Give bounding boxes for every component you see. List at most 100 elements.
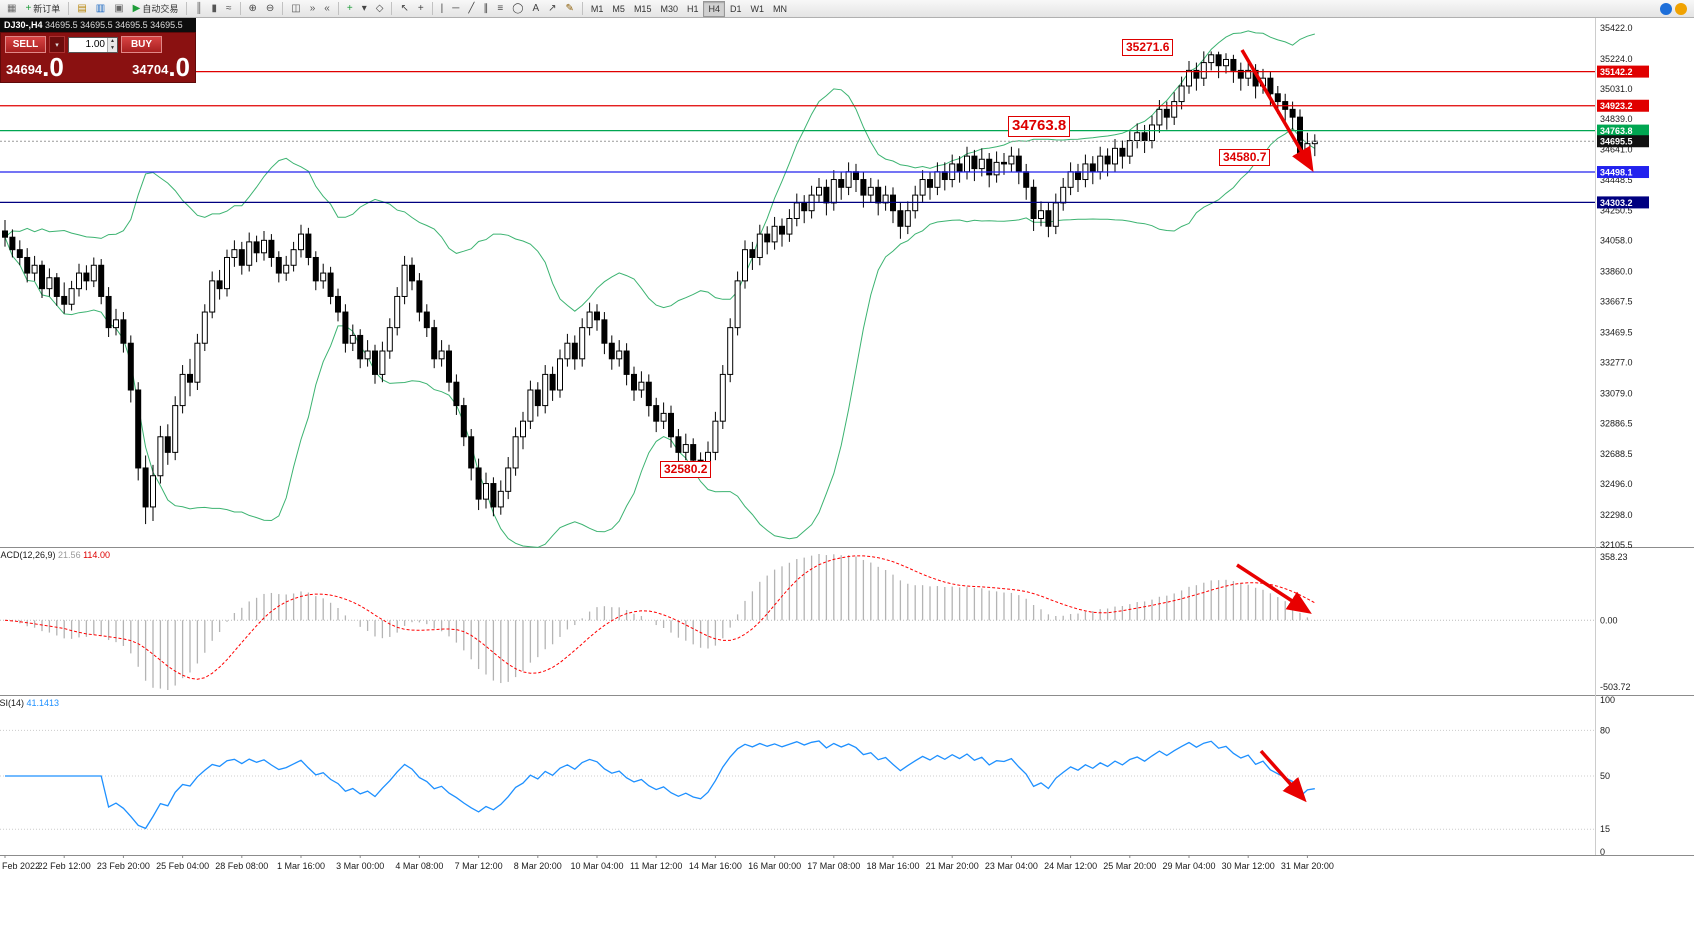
channel-icon-glyph: ∥ xyxy=(483,2,489,14)
vertical-line-icon-glyph: | xyxy=(440,2,444,14)
crosshair-icon[interactable]: + xyxy=(414,0,428,17)
text-icon[interactable]: A xyxy=(528,0,543,17)
volume-up-icon[interactable]: ▲ xyxy=(107,37,117,45)
price-label-annotation[interactable]: 34580.7 xyxy=(1219,149,1271,166)
shapes-icon[interactable]: ◯ xyxy=(508,0,527,17)
timeframe-d1[interactable]: D1 xyxy=(730,3,742,14)
timeframe-m30[interactable]: M30 xyxy=(660,3,678,14)
arrow-tools-icon-glyph: ↗ xyxy=(548,2,557,14)
price-int: 34704 xyxy=(132,62,169,77)
price-label-annotation[interactable]: 35271.6 xyxy=(1122,39,1174,56)
autotrading-glyph: ▶ xyxy=(132,2,141,14)
timeframe-m15[interactable]: M15 xyxy=(633,3,652,14)
zoom-in-icon[interactable]: ⊕ xyxy=(245,0,261,17)
sell-price[interactable]: 34694.0 xyxy=(6,54,64,80)
horizontal-line-icon[interactable]: ─ xyxy=(448,0,463,17)
svg-text:34763.8: 34763.8 xyxy=(1600,126,1633,136)
volume-input[interactable] xyxy=(69,37,107,52)
timeframe-h1[interactable]: H1 xyxy=(686,3,699,14)
autotrading-button[interactable]: ▶ 自动交易 xyxy=(129,0,183,17)
trend-arrow[interactable] xyxy=(1259,749,1307,803)
svg-text:34303.2: 34303.2 xyxy=(1600,198,1633,208)
zoom-out-icon[interactable]: ⊖ xyxy=(262,0,278,17)
channel-icon[interactable]: ∥ xyxy=(479,0,492,17)
bar-chart-icon[interactable]: ║ xyxy=(191,0,206,17)
line-chart-icon-glyph: ≈ xyxy=(226,2,232,14)
buy-button[interactable]: BUY xyxy=(121,36,162,53)
vertical-line-icon[interactable]: | xyxy=(437,0,448,17)
trend-arrow[interactable] xyxy=(1240,49,1314,173)
templates-glyph: ◇ xyxy=(375,2,384,14)
svg-text:0: 0 xyxy=(1600,847,1605,857)
svg-text:35031.0: 35031.0 xyxy=(1600,84,1633,94)
templates-button[interactable]: ◇ xyxy=(372,0,388,17)
navigator-icon[interactable]: ▣ xyxy=(110,0,127,17)
drawing-color-icon-glyph: ✎ xyxy=(565,2,574,14)
svg-text:24 Mar 12:00: 24 Mar 12:00 xyxy=(1044,861,1097,871)
svg-text:25 Feb 04:00: 25 Feb 04:00 xyxy=(156,861,209,871)
buy-price[interactable]: 34704.0 xyxy=(132,54,190,80)
svg-text:33079.0: 33079.0 xyxy=(1600,388,1633,398)
timeframe-mn[interactable]: MN xyxy=(773,3,788,14)
svg-text:29 Mar 04:00: 29 Mar 04:00 xyxy=(1162,861,1215,871)
svg-text:32688.5: 32688.5 xyxy=(1600,449,1633,459)
horizontal-line-icon-glyph: ─ xyxy=(452,2,460,14)
svg-text:32298.0: 32298.0 xyxy=(1600,510,1633,520)
new-order-button[interactable]: + 新订单 xyxy=(21,0,64,17)
timeframe-h4[interactable]: H4 xyxy=(703,0,725,17)
fibonacci-icon[interactable]: ≡ xyxy=(493,0,507,17)
market-watch-icon[interactable]: ▤ xyxy=(73,0,90,17)
toolbar-separator xyxy=(68,2,70,15)
toolbar-separator xyxy=(391,2,393,15)
svg-text:34839.0: 34839.0 xyxy=(1600,114,1633,124)
cursor-icon[interactable]: ↖ xyxy=(396,0,412,17)
timeframe-w1[interactable]: W1 xyxy=(750,3,765,14)
candlestick-chart-icon[interactable]: ▮ xyxy=(207,0,221,17)
price-dec: .0 xyxy=(42,52,64,82)
tile-windows-icon-glyph: ◫ xyxy=(291,2,301,14)
price-int: 34694 xyxy=(6,62,43,77)
svg-text:0.00: 0.00 xyxy=(1600,615,1618,625)
bollinger-bands xyxy=(4,30,1316,548)
price-label-annotation[interactable]: 34763.8 xyxy=(1008,116,1071,137)
community-icon[interactable] xyxy=(1660,2,1672,15)
horizontal-level-lines[interactable] xyxy=(0,71,1595,204)
fibonacci-icon-glyph: ≡ xyxy=(497,2,504,14)
sell-button[interactable]: SELL xyxy=(5,36,46,53)
svg-text:14 Mar 16:00: 14 Mar 16:00 xyxy=(689,861,742,871)
auto-scroll-icon[interactable]: » xyxy=(306,0,320,17)
candlestick-chart-icon-glyph: ▮ xyxy=(211,2,217,14)
svg-text:32886.5: 32886.5 xyxy=(1600,418,1633,428)
autotrading-button-label: 自动交易 xyxy=(142,4,179,14)
indicators-glyph: + xyxy=(346,2,353,14)
svg-text:8 Mar 20:00: 8 Mar 20:00 xyxy=(514,861,562,871)
periods-glyph: ▾ xyxy=(361,2,367,14)
quotes-label: 34695.5 34695.5 34695.5 34695.5 xyxy=(45,20,183,30)
toolbar-separator xyxy=(581,2,583,15)
timeframe-m1[interactable]: M1 xyxy=(590,3,604,14)
zoom-in-icon-glyph: ⊕ xyxy=(248,2,257,14)
volume-down-icon[interactable]: ▼ xyxy=(107,44,117,52)
svg-text:17 Mar 08:00: 17 Mar 08:00 xyxy=(807,861,860,871)
svg-text:33277.0: 33277.0 xyxy=(1600,357,1633,367)
order-type-dropdown[interactable]: ▾ xyxy=(49,36,65,53)
arrow-tools-icon[interactable]: ↗ xyxy=(544,0,560,17)
svg-text:31 Mar 20:00: 31 Mar 20:00 xyxy=(1281,861,1334,871)
timeframe-m5[interactable]: M5 xyxy=(612,3,625,14)
indicators-button[interactable]: + xyxy=(343,0,357,17)
drawing-color-icon[interactable]: ✎ xyxy=(562,0,578,17)
line-chart-icon[interactable]: ≈ xyxy=(222,0,236,17)
trend-arrow[interactable] xyxy=(1236,563,1312,614)
data-window-icon[interactable]: ▥ xyxy=(92,0,109,17)
trendline-icon[interactable]: ╱ xyxy=(464,0,478,17)
periods-button[interactable]: ▾ xyxy=(358,0,371,17)
svg-text:3 Mar 00:00: 3 Mar 00:00 xyxy=(336,861,384,871)
chart-shift-icon[interactable]: « xyxy=(320,0,334,17)
auto-scroll-icon-glyph: » xyxy=(309,2,316,14)
price-label-annotation[interactable]: 32580.2 xyxy=(660,461,712,478)
chart-window-icon[interactable]: ▦ xyxy=(3,0,20,17)
help-icon[interactable] xyxy=(1675,2,1687,15)
tile-windows-icon[interactable]: ◫ xyxy=(287,0,304,17)
svg-text:34695.5: 34695.5 xyxy=(1600,137,1633,147)
